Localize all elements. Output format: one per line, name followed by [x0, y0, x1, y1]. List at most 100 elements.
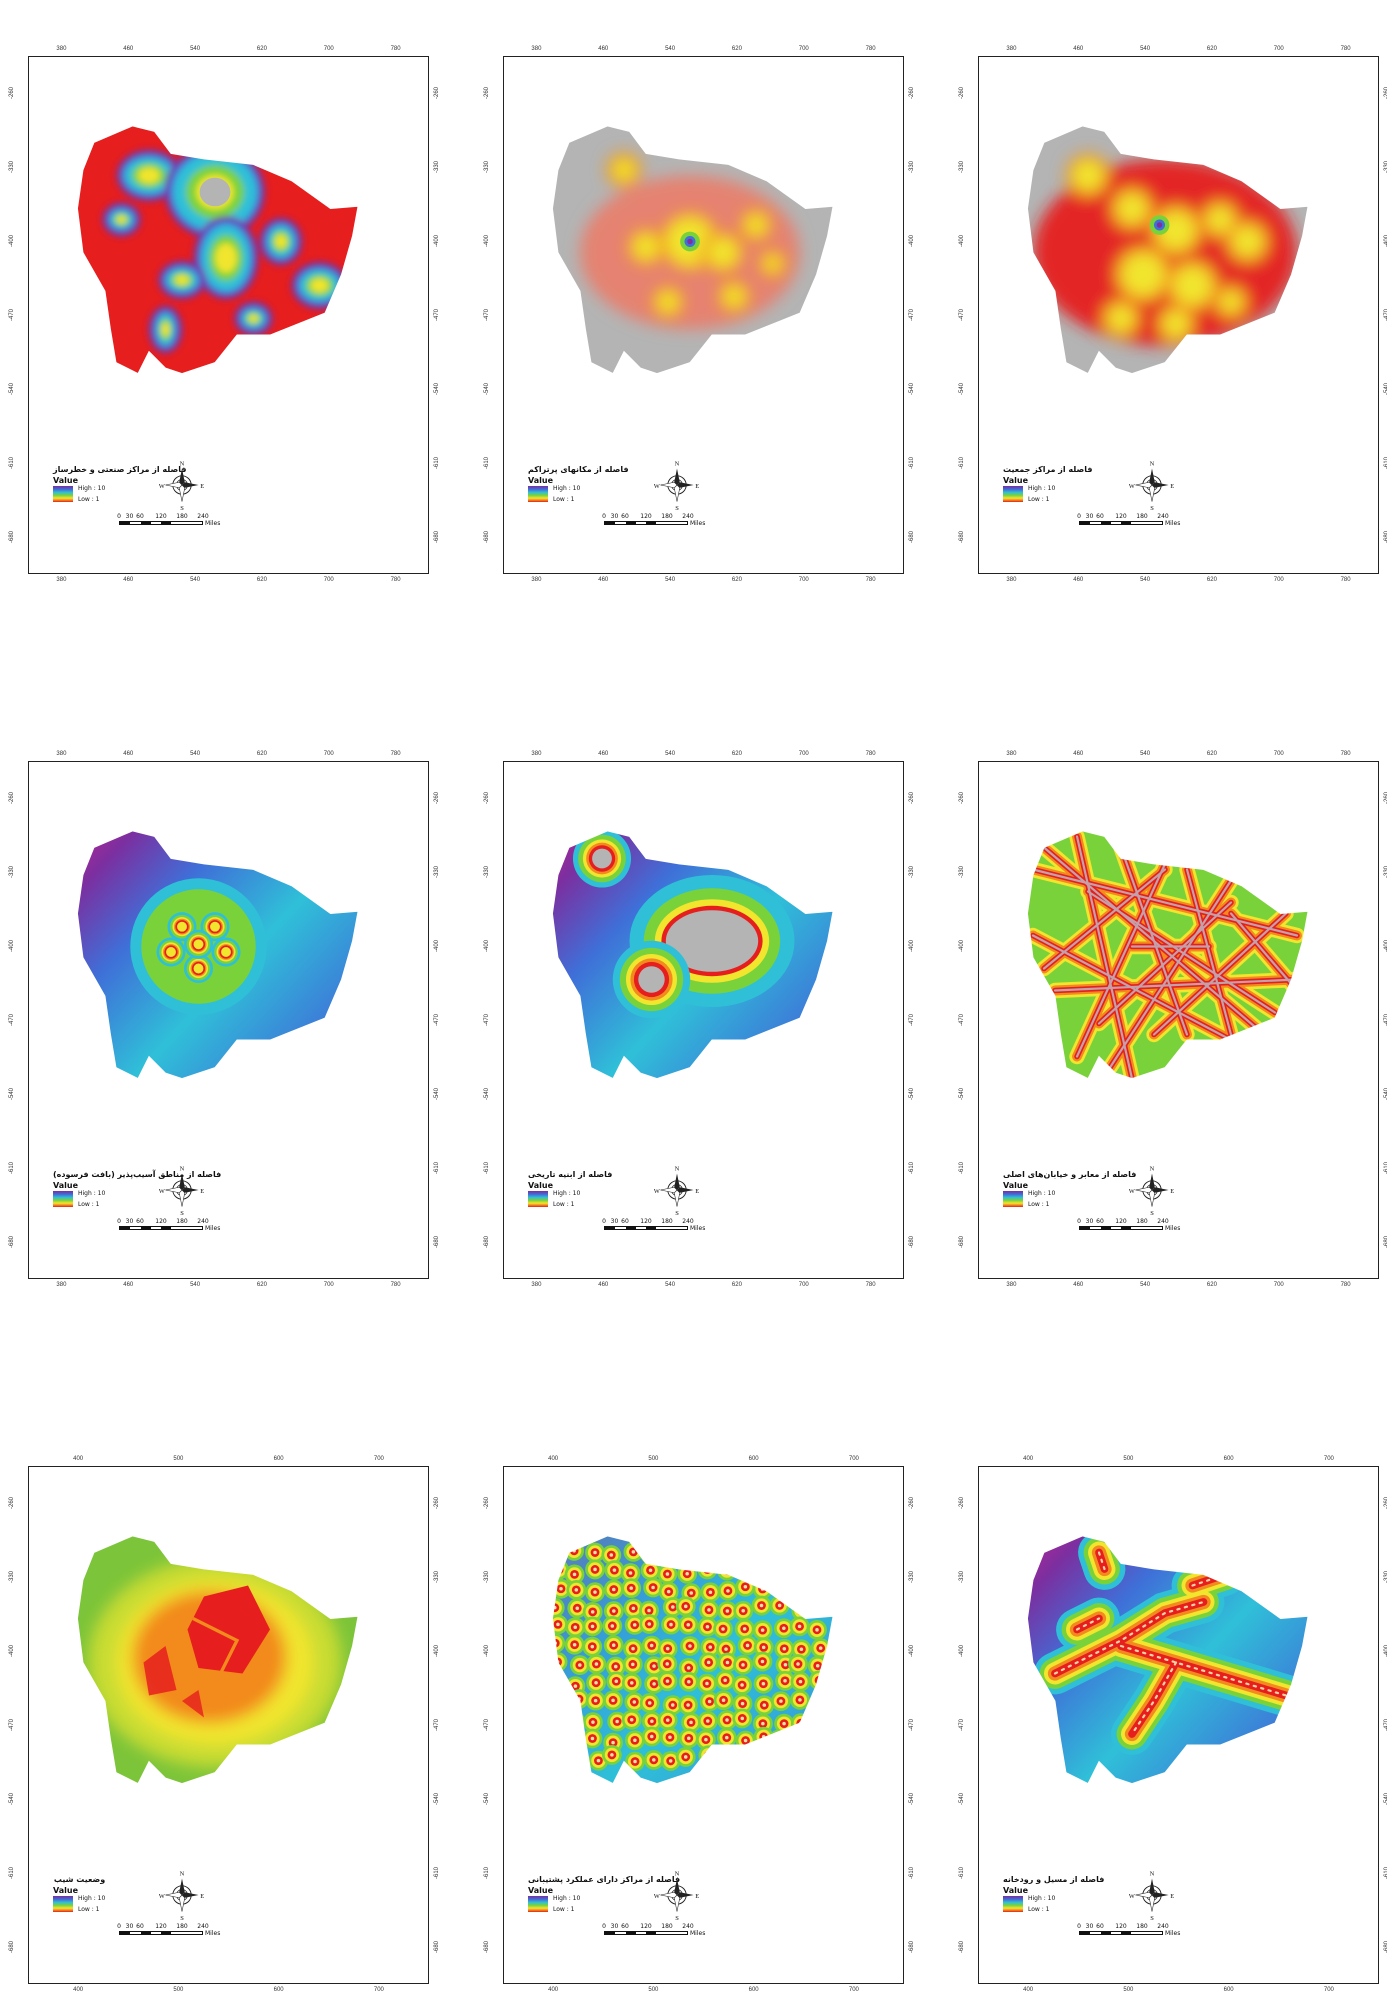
x-tick-label: 600 — [1223, 1456, 1234, 1462]
y-tick-label: -540 — [434, 1792, 441, 1806]
legend-high-label: High : 10 — [1028, 1190, 1056, 1197]
compass-w-label: W — [159, 1893, 166, 1900]
legend-high-label: High : 10 — [78, 485, 106, 492]
map-industrial — [77, 125, 359, 375]
compass-n-label: N — [1150, 1871, 1155, 1878]
x-tick-label: 540 — [1140, 46, 1151, 52]
x-tick-label: 620 — [731, 46, 742, 52]
y-tick-label: -260 — [959, 86, 966, 100]
x-tick-label: 600 — [1223, 1987, 1234, 1993]
y-tick-label: -260 — [434, 791, 441, 805]
compass-s-label: S — [180, 505, 184, 512]
y-tick-label: -400 — [9, 939, 16, 953]
legend-ramp-row: High : 10 Low : 1 — [53, 485, 187, 503]
scale-bar-tick-label: 30 — [125, 1218, 134, 1225]
map-roads — [1027, 830, 1309, 1080]
y-tick-label: -330 — [959, 160, 966, 174]
scale-bar-tick-label: 60 — [1096, 1218, 1104, 1225]
map-frame: فاصله از مکانهای پرتراکم Value High : 10 Lo… — [503, 56, 904, 574]
legend-low-label: Low : 1 — [1028, 1906, 1050, 1913]
x-tick-label: 780 — [865, 751, 876, 757]
map-panel-slope: وضعیت شیب Value High : 10 Low : 1 N S E W 0 30 60 1… — [9, 1450, 447, 2000]
x-tick-label: 380 — [1006, 46, 1017, 52]
x-tick-label: 780 — [390, 1282, 401, 1288]
x-tick-label: 780 — [390, 751, 401, 757]
x-tick-label: 700 — [798, 1282, 809, 1288]
scale-bar: 0 30 60 120 180 240 Miles — [117, 1218, 220, 1232]
x-tick-label: 380 — [531, 751, 542, 757]
scale-bar-tick-label: 60 — [136, 1923, 144, 1930]
scale-bar-tick-label: 0 — [602, 1218, 606, 1225]
map-frame: فاصله از معابر و خیابان‌های اصلی Value Hig… — [978, 761, 1379, 1279]
scale-bar-unit: Miles — [690, 1930, 706, 1937]
x-tick-label: 460 — [123, 46, 134, 52]
y-tick-label: -540 — [909, 1792, 916, 1806]
scale-bar-graphic — [604, 521, 688, 525]
scale-bar-unit: Miles — [690, 520, 706, 527]
north-arrow: N S E W — [654, 1867, 700, 1927]
scale-bar-tick-label: 120 — [1115, 513, 1127, 520]
x-tick-label: 700 — [1323, 1987, 1334, 1993]
y-tick-label: -470 — [959, 1718, 966, 1732]
y-tick-label: -470 — [434, 1013, 441, 1027]
x-tick-label: 780 — [1340, 46, 1351, 52]
x-tick-label: 460 — [1073, 751, 1084, 757]
scale-bar-labels: 0 30 60 120 180 240 — [602, 1218, 694, 1226]
y-tick-label: -610 — [484, 1161, 491, 1175]
x-tick-label: 620 — [1206, 751, 1217, 757]
y-tick-label: -470 — [434, 308, 441, 322]
x-tick-label: 780 — [1340, 1282, 1351, 1288]
map-panel-congested: فاصله از مکانهای پرتراکم Value High : 10 Lo… — [484, 40, 922, 590]
legend-color-ramp — [1003, 486, 1023, 502]
x-tick-label: 620 — [256, 46, 267, 52]
x-tick-label: 780 — [865, 1282, 876, 1288]
y-tick-label: -400 — [434, 1644, 441, 1658]
x-tick-label: 460 — [123, 1282, 134, 1288]
x-tick-label: 620 — [1206, 1282, 1217, 1288]
compass-s-label: S — [180, 1915, 184, 1922]
compass-e-label: E — [1170, 1188, 1174, 1195]
legend-ramp-row: High : 10 Low : 1 — [1003, 1190, 1136, 1208]
y-tick-label: -400 — [484, 939, 491, 953]
scale-bar-labels: 0 30 60 120 180 240 — [117, 1923, 209, 1931]
legend-value-label: Value — [53, 1886, 79, 1895]
legend-low-label: Low : 1 — [78, 1201, 100, 1208]
legend-ramp-labels: High : 10 Low : 1 — [78, 485, 105, 503]
map-frame: فاصله از مسیل و رودخانه Value High : 10 Low… — [978, 1466, 1379, 1984]
y-tick-label: -470 — [9, 308, 16, 322]
scale-bar-tick-label: 30 — [125, 1923, 134, 1930]
x-tick-label: 600 — [748, 1456, 759, 1462]
y-tick-label: -680 — [909, 1235, 916, 1249]
y-tick-label: -680 — [959, 1235, 966, 1249]
y-tick-label: -330 — [9, 1570, 16, 1584]
north-arrow: N S E W — [654, 457, 700, 517]
compass-rose-icon: N S E W — [159, 1166, 205, 1217]
compass-s-label: S — [675, 1915, 679, 1922]
compass-e-label: E — [1170, 1893, 1174, 1900]
legend-color-ramp — [528, 1191, 548, 1207]
legend-ramp-labels: High : 10 Low : 1 — [553, 485, 580, 503]
x-tick-label: 500 — [173, 1987, 184, 1993]
y-tick-label: -540 — [434, 1087, 441, 1101]
scale-bar-tick-label: 120 — [640, 1218, 652, 1225]
legend-title: وضعیت شیب — [53, 1875, 106, 1884]
x-tick-label: 700 — [323, 46, 334, 52]
scale-bar-tick-label: 120 — [640, 513, 652, 520]
map-congested — [552, 125, 834, 375]
y-tick-label: -610 — [909, 1866, 916, 1880]
y-tick-label: -610 — [959, 1866, 966, 1880]
y-tick-label: -400 — [959, 939, 966, 953]
legend-title: فاصله از معابر و خیابان‌های اصلی — [1003, 1170, 1137, 1179]
x-tick-label: 380 — [56, 1282, 67, 1288]
scale-bar-tick-label: 240 — [682, 1218, 694, 1225]
scale-bar-tick-label: 30 — [610, 513, 619, 520]
x-tick-label: 700 — [798, 751, 809, 757]
y-tick-label: -400 — [959, 234, 966, 248]
scale-bar-labels: 0 30 60 120 180 240 — [1077, 513, 1169, 521]
compass-rose-icon: N S E W — [1129, 461, 1175, 512]
x-tick-label: 400 — [1023, 1456, 1034, 1462]
y-tick-label: -260 — [909, 1496, 916, 1510]
scale-bar-labels: 0 30 60 120 180 240 — [117, 513, 209, 521]
x-tick-label: 700 — [798, 577, 809, 583]
y-tick-label: -680 — [9, 1940, 16, 1954]
